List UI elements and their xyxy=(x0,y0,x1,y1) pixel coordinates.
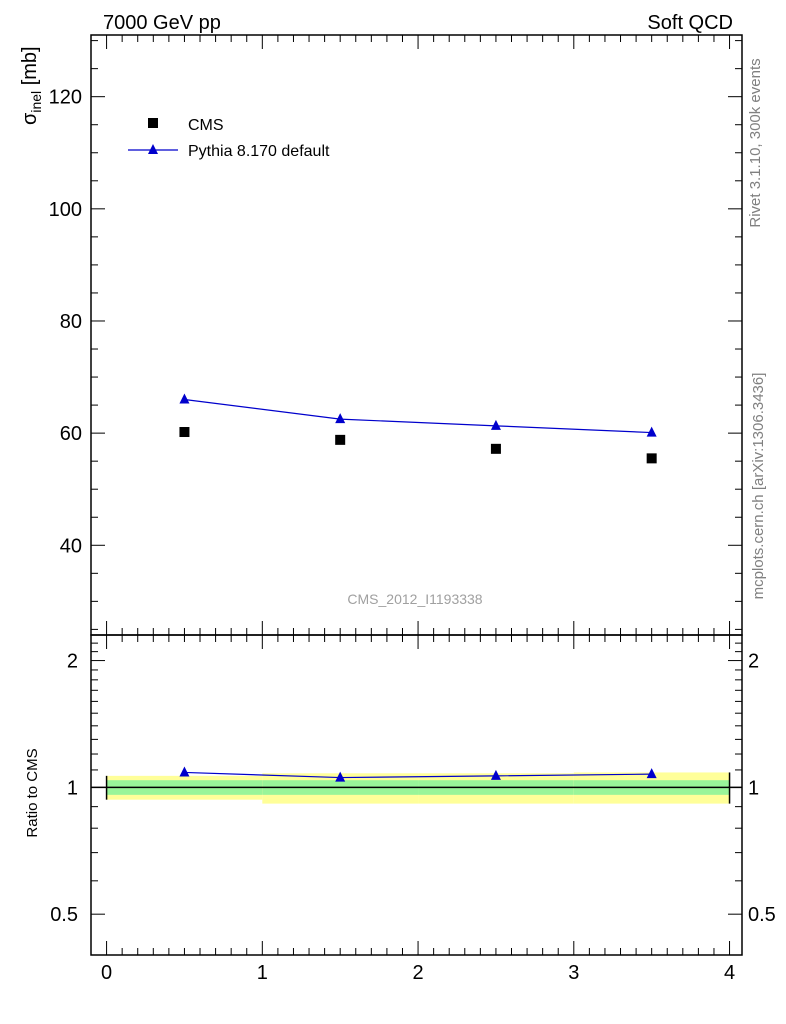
x-tick-label: 2 xyxy=(412,962,423,984)
ratio-y-tick-label-right: 1 xyxy=(748,777,759,799)
legend: CMS Pythia 8.170 default xyxy=(128,117,330,160)
top-y-tick-label: 60 xyxy=(60,423,82,445)
pythia-point xyxy=(646,426,657,437)
mcplots-label: mcplots.cern.ch [arXiv:1306.3436] xyxy=(750,373,767,600)
top-y-tick-label: 120 xyxy=(49,87,82,109)
pythia-ratio-line xyxy=(184,771,652,779)
cms-point xyxy=(179,427,190,438)
pythia-point xyxy=(335,413,346,424)
legend-pythia-label: Pythia 8.170 default xyxy=(188,143,330,160)
x-tick-label: 3 xyxy=(568,962,579,984)
pythia-line xyxy=(184,398,652,434)
x-tick-label: 0 xyxy=(101,962,112,984)
data-marks xyxy=(179,393,657,782)
top-ylabel: σinel [mb] xyxy=(19,46,44,125)
cms-point xyxy=(490,443,501,454)
pythia-point xyxy=(179,393,190,404)
legend-cms-label: CMS xyxy=(188,117,224,134)
x-tick-label: 4 xyxy=(724,962,735,984)
header-left-title: 7000 GeV pp xyxy=(103,12,221,34)
pythia-ratio-point xyxy=(490,769,501,780)
axis-tick-labels: 0 1 2 3 4 40 60 80 100 120 0.5 0.5 1 1 2 2 xyxy=(49,87,776,984)
axis-ticks xyxy=(90,35,742,956)
pythia-ratio-point xyxy=(179,766,190,777)
ratio-y-tick-label-left: 1 xyxy=(67,777,78,799)
pythia-point xyxy=(490,419,501,430)
top-y-tick-label: 40 xyxy=(60,535,82,557)
ratio-y-tick-label-left: 2 xyxy=(67,651,78,673)
cms-point xyxy=(335,434,346,445)
x-tick-label: 1 xyxy=(257,962,268,984)
ratio-y-tick-label-left: 0.5 xyxy=(50,904,78,926)
top-y-tick-label: 80 xyxy=(60,311,82,333)
rivet-label: Rivet 3.1.10, 300k events xyxy=(747,58,764,227)
legend-cms-marker xyxy=(148,118,158,128)
cms-point xyxy=(646,453,657,464)
ratio-y-tick-label-right: 0.5 xyxy=(748,904,776,926)
analysis-watermark: CMS_2012_I1193338 xyxy=(347,591,482,607)
top-y-tick-label: 100 xyxy=(49,199,82,221)
ratio-panel-frame xyxy=(90,634,743,956)
legend-pythia-marker xyxy=(148,144,158,154)
pythia-ratio-point xyxy=(335,771,346,782)
pythia-ratio-point xyxy=(646,768,657,779)
ratio-y-tick-label-right: 2 xyxy=(748,651,759,673)
header-right-title: Soft QCD xyxy=(647,12,733,34)
ratio-ylabel: Ratio to CMS xyxy=(24,748,41,837)
